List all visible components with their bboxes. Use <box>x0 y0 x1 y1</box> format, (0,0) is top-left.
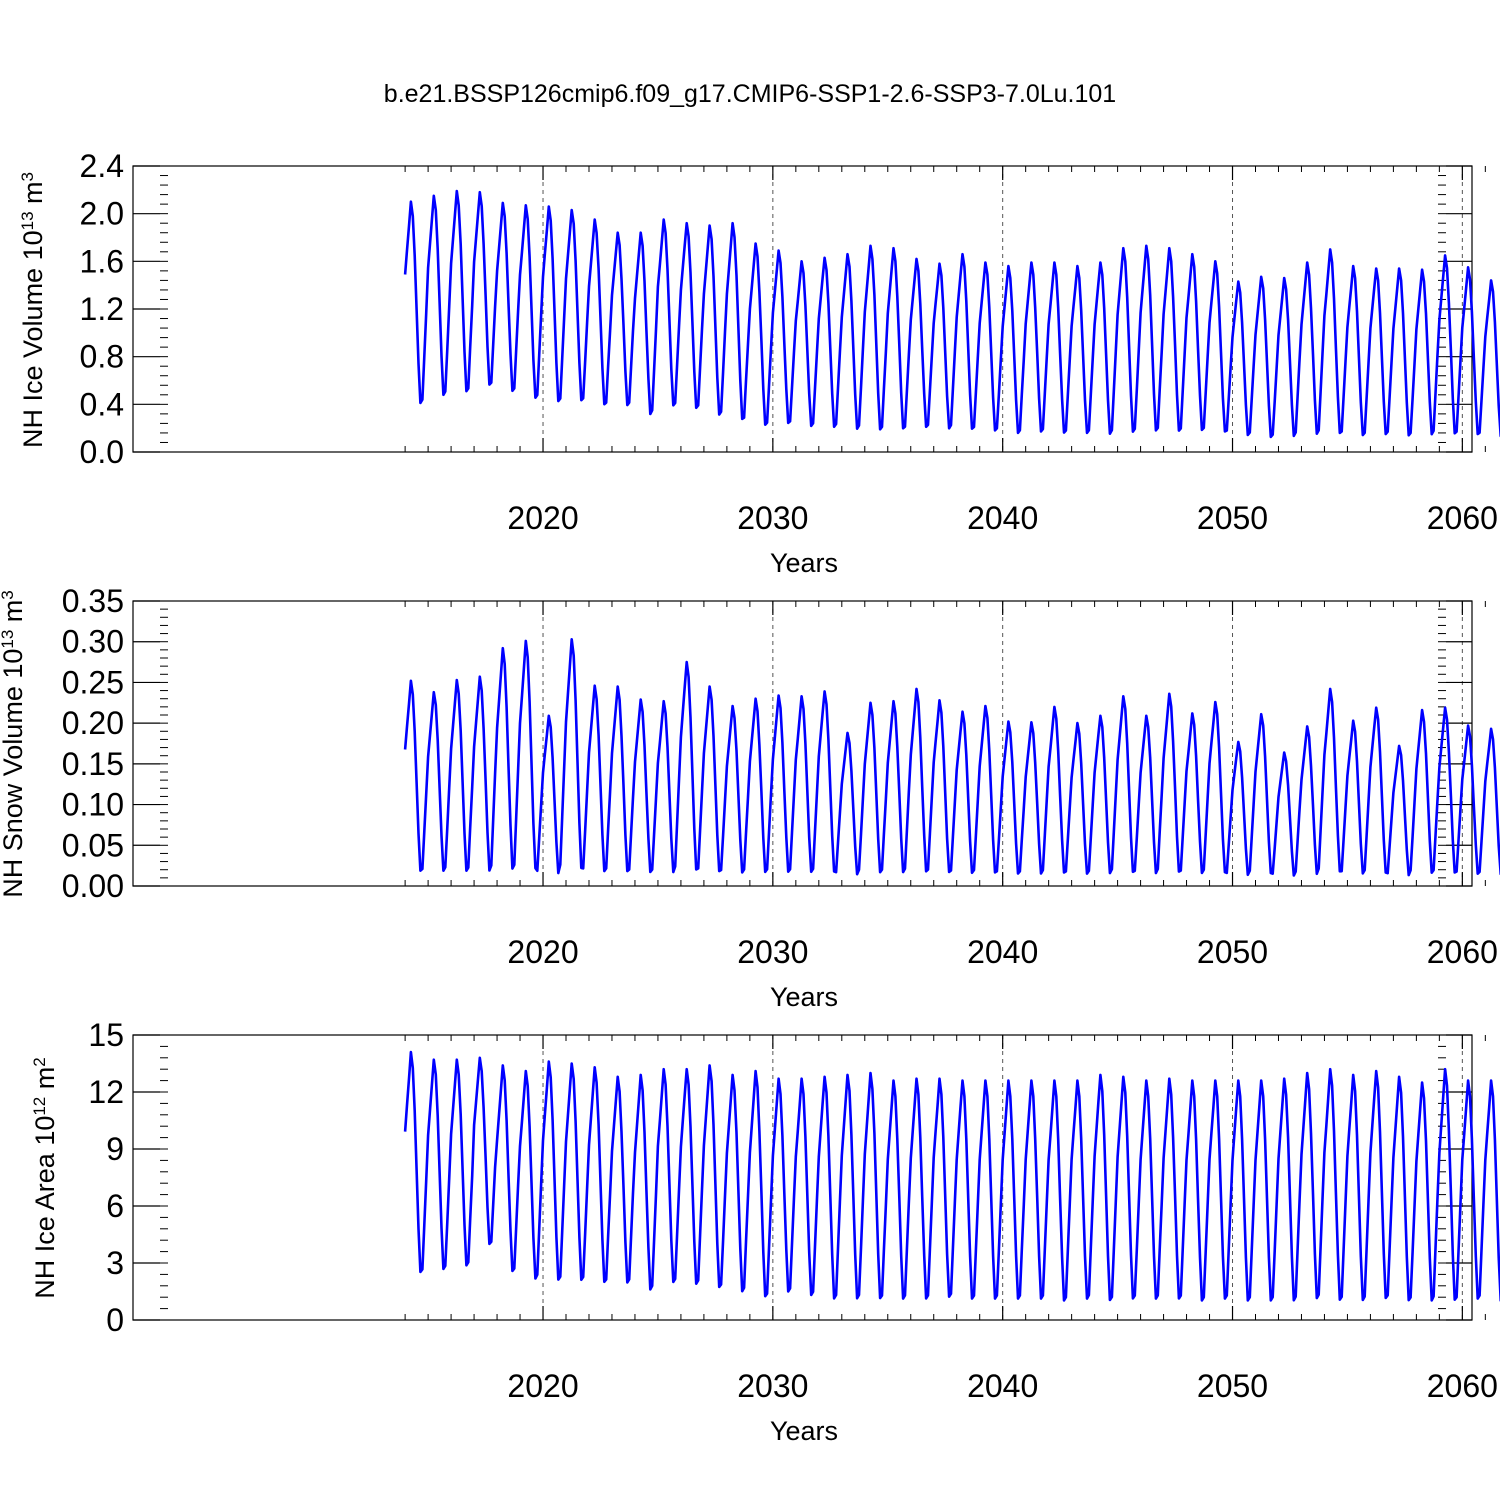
y-tick-label: 1.2 <box>80 291 124 327</box>
series-line <box>403 638 1500 877</box>
y-tick-label: 0.15 <box>62 746 124 782</box>
y-tick-label: 12 <box>88 1074 124 1110</box>
y-tick-label: 0.0 <box>80 434 124 470</box>
x-tick-label: 2060 <box>1427 1368 1498 1404</box>
y-tick-label: 0.20 <box>62 705 124 741</box>
y-tick-label: 1.6 <box>80 243 124 279</box>
y-tick-label: 9 <box>106 1131 124 1167</box>
y-tick-label: 0.10 <box>62 787 124 823</box>
series-line <box>403 189 1500 439</box>
x-tick-label: 2020 <box>507 934 578 970</box>
y-tick-label: 0.4 <box>80 386 124 422</box>
plot-frame <box>132 1034 1473 1321</box>
x-tick-label: 2040 <box>967 1368 1038 1404</box>
snow-volume-panel: Years NH Snow Volume 1013 m3 0.00 0.05 0.1… <box>0 583 1500 1012</box>
y-axis-label: NH Snow Volume 1013 m3 <box>0 590 28 898</box>
ice-area-panel: Years NH Ice Area 1012 m2 0 3 6 9 12 15 2020 20… <box>30 1017 1500 1446</box>
y-tick-label: 3 <box>106 1245 124 1281</box>
y-tick-label: 0.25 <box>62 664 124 700</box>
x-tick-label: 2020 <box>507 500 578 536</box>
x-tick-label: 2020 <box>507 1368 578 1404</box>
x-tick-label: 2060 <box>1427 500 1498 536</box>
x-tick-label: 2050 <box>1197 500 1268 536</box>
x-tick-label: 2040 <box>967 500 1038 536</box>
x-tick-label: 2050 <box>1197 1368 1268 1404</box>
y-tick-label: 6 <box>106 1188 124 1224</box>
x-tick-label: 2030 <box>737 1368 808 1404</box>
x-tick-label: 2030 <box>737 934 808 970</box>
x-tick-label: 2030 <box>737 500 808 536</box>
y-tick-label: 15 <box>88 1017 124 1053</box>
plot-frame <box>132 600 1473 887</box>
y-tick-label: 2.4 <box>80 148 124 184</box>
y-tick-label: 0.8 <box>80 339 124 375</box>
y-tick-label: 2.0 <box>80 196 124 232</box>
x-axis-label: Years <box>770 982 838 1012</box>
y-axis-label: NH Ice Area 1012 m2 <box>30 1057 61 1298</box>
x-tick-label: 2060 <box>1427 934 1498 970</box>
x-axis-label: Years <box>770 1416 838 1446</box>
figure-title: b.e21.BSSP126cmip6.f09_g17.CMIP6-SSP1-2.… <box>384 80 1116 108</box>
x-tick-label: 2040 <box>967 934 1038 970</box>
x-tick-label: 2050 <box>1197 934 1268 970</box>
x-axis-label: Years <box>770 548 838 578</box>
series-line <box>403 1050 1500 1302</box>
y-tick-label: 0.00 <box>62 868 124 904</box>
y-tick-label: 0 <box>106 1302 124 1338</box>
y-tick-label: 0.35 <box>62 583 124 619</box>
y-axis-label: NH Ice Volume 1013 m3 <box>18 172 49 448</box>
plot-frame <box>132 165 1473 453</box>
ice-volume-panel: Years NH Ice Volume 1013 m3 0.0 0.4 0.8 1.2… <box>18 148 1500 578</box>
y-tick-label: 0.05 <box>62 827 124 863</box>
y-tick-label: 0.30 <box>62 624 124 660</box>
